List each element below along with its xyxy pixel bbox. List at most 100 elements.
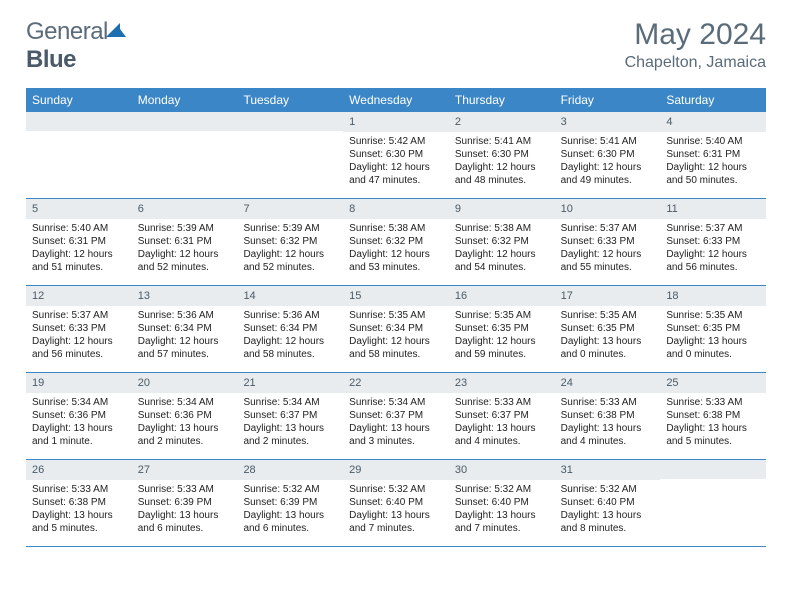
day-details: Sunrise: 5:33 AMSunset: 6:38 PMDaylight:… <box>26 480 132 541</box>
sunset-text: Sunset: 6:36 PM <box>138 409 232 422</box>
day-number: 30 <box>449 460 555 480</box>
sunset-text: Sunset: 6:34 PM <box>349 322 443 335</box>
sunset-text: Sunset: 6:30 PM <box>349 148 443 161</box>
day-details: Sunrise: 5:36 AMSunset: 6:34 PMDaylight:… <box>132 306 238 367</box>
sunrise-text: Sunrise: 5:34 AM <box>243 396 337 409</box>
calendar-week: 26Sunrise: 5:33 AMSunset: 6:38 PMDayligh… <box>26 460 766 547</box>
daylight-text: Daylight: 12 hours and 49 minutes. <box>561 161 655 187</box>
day-number: 12 <box>26 286 132 306</box>
brand-part2: Blue <box>26 46 76 73</box>
day-details: Sunrise: 5:34 AMSunset: 6:37 PMDaylight:… <box>237 393 343 454</box>
sunrise-text: Sunrise: 5:39 AM <box>243 222 337 235</box>
sunrise-text: Sunrise: 5:34 AM <box>138 396 232 409</box>
sunrise-text: Sunrise: 5:39 AM <box>138 222 232 235</box>
sunset-text: Sunset: 6:33 PM <box>32 322 126 335</box>
daylight-text: Daylight: 12 hours and 48 minutes. <box>455 161 549 187</box>
sunset-text: Sunset: 6:35 PM <box>561 322 655 335</box>
calendar-cell: 25Sunrise: 5:33 AMSunset: 6:38 PMDayligh… <box>660 373 766 459</box>
day-details: Sunrise: 5:35 AMSunset: 6:34 PMDaylight:… <box>343 306 449 367</box>
sunrise-text: Sunrise: 5:37 AM <box>32 309 126 322</box>
daylight-text: Daylight: 12 hours and 52 minutes. <box>243 248 337 274</box>
daylight-text: Daylight: 12 hours and 59 minutes. <box>455 335 549 361</box>
day-details: Sunrise: 5:33 AMSunset: 6:38 PMDaylight:… <box>555 393 661 454</box>
sunrise-text: Sunrise: 5:33 AM <box>666 396 760 409</box>
calendar-week: 19Sunrise: 5:34 AMSunset: 6:36 PMDayligh… <box>26 373 766 460</box>
daylight-text: Daylight: 13 hours and 3 minutes. <box>349 422 443 448</box>
day-details: Sunrise: 5:32 AMSunset: 6:40 PMDaylight:… <box>555 480 661 541</box>
calendar-cell: 19Sunrise: 5:34 AMSunset: 6:36 PMDayligh… <box>26 373 132 459</box>
daylight-text: Daylight: 12 hours and 50 minutes. <box>666 161 760 187</box>
calendar-week: 1 Sunrise: 5:42 AMSunset: 6:30 PM Daylight… <box>26 112 766 199</box>
title-block: May 2024 Chapelton, Jamaica <box>625 18 766 72</box>
dayname-header: Tuesday <box>237 88 343 112</box>
calendar-cell: 11Sunrise: 5:37 AMSunset: 6:33 PMDayligh… <box>660 199 766 285</box>
calendar-cell: 7Sunrise: 5:39 AMSunset: 6:32 PMDaylight… <box>237 199 343 285</box>
location-label: Chapelton, Jamaica <box>625 54 766 72</box>
daylight-text: Daylight: 12 hours and 51 minutes. <box>32 248 126 274</box>
day-number: 9 <box>449 199 555 219</box>
day-details: Sunrise: 5:34 AMSunset: 6:36 PMDaylight:… <box>26 393 132 454</box>
sunrise-text: Sunrise: 5:37 AM <box>561 222 655 235</box>
day-details: Sunrise: 5:35 AMSunset: 6:35 PMDaylight:… <box>660 306 766 367</box>
sunrise-text: Sunrise: 5:35 AM <box>455 309 549 322</box>
sail-icon <box>106 18 126 46</box>
daylight-text: Daylight: 13 hours and 4 minutes. <box>561 422 655 448</box>
calendar-cell: 12 Sunrise: 5:37 AMSunset: 6:33 PMDayligh… <box>26 286 132 372</box>
day-details: Sunrise: 5:38 AMSunset: 6:32 PMDaylight:… <box>449 219 555 280</box>
daylight-text: Daylight: 12 hours and 56 minutes. <box>666 248 760 274</box>
sunset-text: Sunset: 6:37 PM <box>455 409 549 422</box>
day-details: Sunrise: 5:39 AMSunset: 6:32 PMDaylight:… <box>237 219 343 280</box>
calendar-cell: 31Sunrise: 5:32 AMSunset: 6:40 PMDayligh… <box>555 460 661 546</box>
day-details: Sunrise: 5:37 AMSunset: 6:33 PMDaylight:… <box>555 219 661 280</box>
day-number: 16 <box>449 286 555 306</box>
day-number <box>26 112 132 131</box>
day-number: 31 <box>555 460 661 480</box>
day-details: Sunrise: 5:33 AMSunset: 6:38 PMDaylight:… <box>660 393 766 454</box>
daylight-text: Daylight: 12 hours and 57 minutes. <box>138 335 232 361</box>
calendar-cell: 22Sunrise: 5:34 AMSunset: 6:37 PMDayligh… <box>343 373 449 459</box>
calendar-header-row: SundayMondayTuesdayWednesdayThursdayFrid… <box>26 88 766 112</box>
day-details: Sunrise: 5:41 AMSunset: 6:30 PMDaylight:… <box>449 132 555 193</box>
daylight-text: Daylight: 13 hours and 7 minutes. <box>455 509 549 535</box>
calendar-cell <box>237 112 343 198</box>
sunrise-text: Sunrise: 5:34 AM <box>32 396 126 409</box>
calendar-cell: 4Sunrise: 5:40 AMSunset: 6:31 PMDaylight… <box>660 112 766 198</box>
calendar-cell: 9Sunrise: 5:38 AMSunset: 6:32 PMDaylight… <box>449 199 555 285</box>
calendar-cell: 16Sunrise: 5:35 AMSunset: 6:35 PMDayligh… <box>449 286 555 372</box>
sunset-text: Sunset: 6:32 PM <box>243 235 337 248</box>
sunrise-text: Sunrise: 5:42 AM <box>349 135 443 148</box>
sunrise-text: Sunrise: 5:35 AM <box>349 309 443 322</box>
day-number: 10 <box>555 199 661 219</box>
day-number: 19 <box>26 373 132 393</box>
day-details: Sunrise: 5:32 AMSunset: 6:39 PMDaylight:… <box>237 480 343 541</box>
sunrise-text: Sunrise: 5:34 AM <box>349 396 443 409</box>
daylight-text: Daylight: 13 hours and 5 minutes. <box>666 422 760 448</box>
sunset-text: Sunset: 6:40 PM <box>455 496 549 509</box>
day-details: Sunrise: 5:38 AMSunset: 6:32 PMDaylight:… <box>343 219 449 280</box>
sunset-text: Sunset: 6:33 PM <box>561 235 655 248</box>
dayname-header: Saturday <box>660 88 766 112</box>
day-number: 1 <box>343 112 449 132</box>
calendar-cell: 18Sunrise: 5:35 AMSunset: 6:35 PMDayligh… <box>660 286 766 372</box>
calendar-cell: 10Sunrise: 5:37 AMSunset: 6:33 PMDayligh… <box>555 199 661 285</box>
calendar-cell <box>26 112 132 198</box>
sunrise-text: Sunrise: 5:33 AM <box>455 396 549 409</box>
sunrise-text: Sunrise: 5:37 AM <box>666 222 760 235</box>
sunset-text: Sunset: 6:38 PM <box>32 496 126 509</box>
daylight-text: Daylight: 12 hours and 56 minutes. <box>32 335 126 361</box>
sunset-text: Sunset: 6:31 PM <box>666 148 760 161</box>
calendar-cell: 30Sunrise: 5:32 AMSunset: 6:40 PMDayligh… <box>449 460 555 546</box>
calendar-cell: 15Sunrise: 5:35 AMSunset: 6:34 PMDayligh… <box>343 286 449 372</box>
sunset-text: Sunset: 6:38 PM <box>561 409 655 422</box>
day-number: 23 <box>449 373 555 393</box>
daylight-text: Daylight: 12 hours and 58 minutes. <box>349 335 443 361</box>
day-details: Sunrise: 5:41 AMSunset: 6:30 PMDaylight:… <box>555 132 661 193</box>
sunrise-text: Sunrise: 5:38 AM <box>455 222 549 235</box>
day-details: Sunrise: 5:35 AMSunset: 6:35 PMDaylight:… <box>555 306 661 367</box>
day-number: 21 <box>237 373 343 393</box>
day-details: Sunrise: 5:33 AMSunset: 6:37 PMDaylight:… <box>449 393 555 454</box>
day-number: 2 <box>449 112 555 132</box>
day-number: 14 <box>237 286 343 306</box>
sunset-text: Sunset: 6:37 PM <box>349 409 443 422</box>
calendar-cell <box>660 460 766 546</box>
